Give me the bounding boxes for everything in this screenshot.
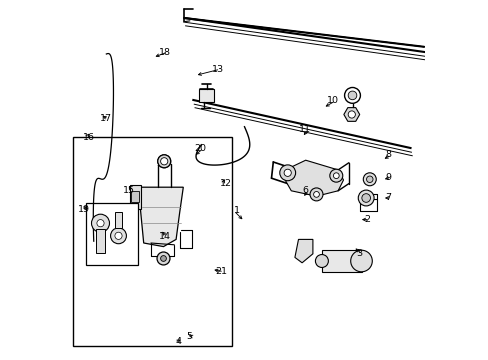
Circle shape (313, 192, 319, 197)
Bar (73, 137, 231, 346)
Circle shape (363, 173, 375, 186)
Polygon shape (343, 108, 359, 121)
Circle shape (366, 176, 372, 183)
Text: 11: 11 (298, 125, 310, 134)
Circle shape (315, 255, 328, 267)
Text: 13: 13 (211, 65, 223, 74)
Text: 12: 12 (219, 179, 231, 188)
Circle shape (358, 190, 373, 206)
Polygon shape (284, 160, 343, 196)
Text: 6: 6 (302, 186, 308, 195)
Bar (131, 191, 139, 202)
Circle shape (347, 91, 356, 100)
Bar (115, 212, 122, 228)
Text: 9: 9 (385, 173, 391, 181)
Text: 8: 8 (385, 150, 391, 159)
Circle shape (158, 155, 170, 168)
Bar (96, 229, 105, 253)
Text: 14: 14 (158, 233, 170, 241)
Circle shape (309, 188, 322, 201)
Circle shape (333, 173, 339, 179)
Text: 10: 10 (326, 96, 338, 105)
Circle shape (160, 256, 166, 261)
Circle shape (350, 250, 371, 272)
Text: 2: 2 (363, 215, 369, 224)
Text: 15: 15 (122, 186, 134, 195)
Text: 5: 5 (186, 332, 192, 341)
Circle shape (361, 194, 370, 202)
Text: 7: 7 (385, 194, 391, 202)
Circle shape (91, 214, 109, 232)
Circle shape (158, 155, 170, 168)
Circle shape (110, 228, 126, 244)
Bar (321, 250, 361, 272)
Circle shape (115, 232, 122, 239)
Circle shape (97, 220, 104, 227)
Polygon shape (294, 239, 312, 263)
Circle shape (347, 111, 355, 118)
Bar (86, 203, 138, 265)
Text: 18: 18 (158, 48, 170, 57)
Polygon shape (138, 187, 183, 247)
Bar (130, 185, 141, 209)
Circle shape (329, 169, 342, 182)
Text: 4: 4 (176, 338, 182, 346)
Text: 17: 17 (100, 114, 112, 123)
Circle shape (344, 87, 360, 103)
Text: 20: 20 (194, 144, 206, 153)
Bar (199, 89, 213, 102)
Circle shape (284, 169, 291, 176)
Circle shape (157, 252, 170, 265)
Circle shape (160, 158, 167, 165)
Text: 3: 3 (355, 249, 361, 258)
Text: 19: 19 (78, 205, 90, 214)
Circle shape (279, 165, 295, 181)
Text: 21: 21 (215, 267, 226, 276)
Text: 16: 16 (83, 133, 95, 142)
Text: 1: 1 (233, 206, 239, 215)
